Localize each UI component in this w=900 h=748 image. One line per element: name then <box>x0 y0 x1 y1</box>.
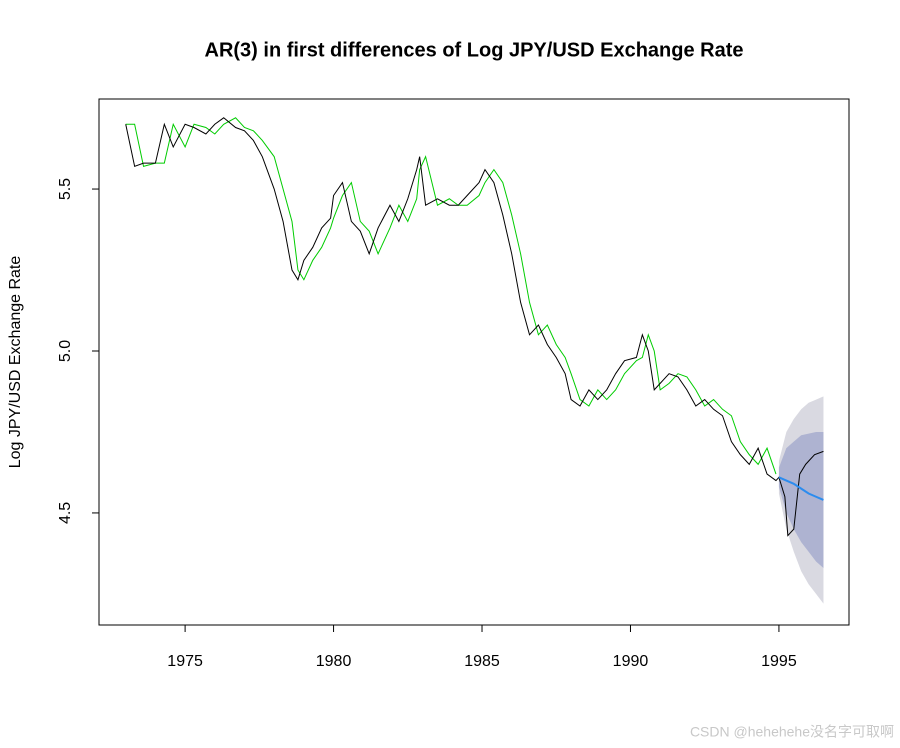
x-tick-label: 1995 <box>761 653 797 670</box>
plot-frame <box>98 98 850 626</box>
y-tick-label: 5.5 <box>57 178 74 200</box>
x-tick-label: 1975 <box>167 653 203 670</box>
y-axis-label: Log JPY/USD Exchange Rate <box>7 256 24 469</box>
series-line <box>125 117 777 475</box>
chart-title: AR(3) in first differences of Log JPY/US… <box>205 39 744 61</box>
forecast-interval <box>778 431 824 568</box>
x-tick-label: 1985 <box>464 653 500 670</box>
x-tick-label: 1980 <box>316 653 352 670</box>
x-tick-label: 1990 <box>613 653 649 670</box>
series-line <box>778 476 824 501</box>
series-line <box>125 117 824 537</box>
y-tick-label: 5.0 <box>57 340 74 362</box>
y-tick-label: 4.5 <box>57 502 74 524</box>
watermark: CSDN @hehehehe没名字可取啊 <box>690 724 894 740</box>
